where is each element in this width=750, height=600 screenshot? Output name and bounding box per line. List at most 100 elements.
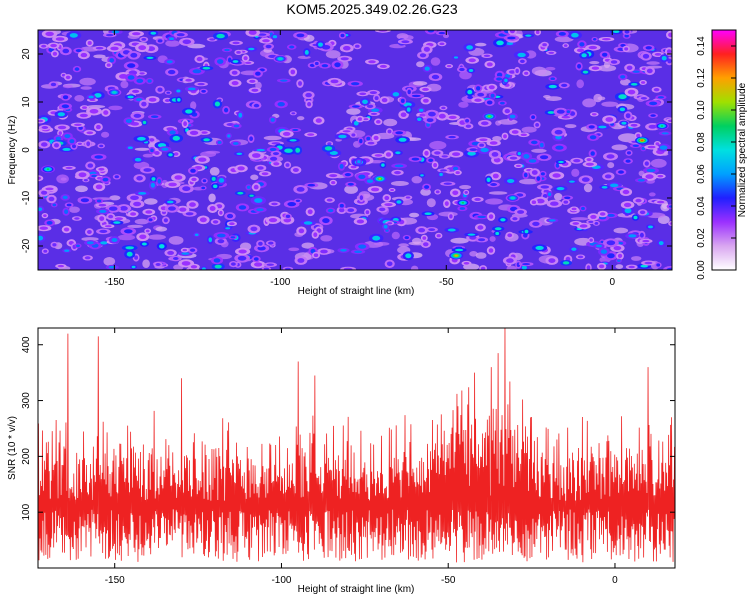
heatmap-blob	[364, 208, 371, 216]
heatmap-blob	[529, 168, 541, 177]
heatmap-blob	[434, 189, 442, 195]
heatmap-blob	[366, 89, 380, 96]
heatmap-blob	[259, 171, 272, 177]
heatmap-blob	[484, 60, 496, 69]
heatmap-blob	[286, 44, 297, 50]
heatmap-low-patch	[297, 55, 311, 60]
heatmap-blob	[148, 180, 157, 190]
heatmap-blob	[59, 146, 75, 153]
heatmap-blob	[95, 202, 110, 208]
heatmap-blob	[359, 97, 371, 106]
heatmap-blob	[51, 141, 62, 150]
heatmap-blob	[199, 88, 208, 94]
heatmap-blob	[577, 40, 587, 49]
heatmap-blob	[38, 225, 52, 232]
heatmap-blob	[96, 228, 111, 235]
heatmap-blob	[289, 128, 302, 132]
heatmap-blob	[588, 237, 595, 244]
heatmap-blob	[282, 266, 294, 270]
heatmap-blob	[481, 53, 493, 58]
heatmap-blob	[148, 146, 156, 154]
heatmap-blob	[477, 142, 486, 149]
heatmap-blob	[235, 203, 250, 212]
heatmap-blob	[133, 174, 146, 183]
heatmap-blob	[77, 196, 93, 204]
heatmap-blob	[305, 207, 315, 217]
heatmap-blob	[261, 266, 272, 270]
heatmap-blob	[286, 138, 300, 143]
heatmap-blob	[96, 208, 110, 215]
heatmap-blob	[60, 194, 70, 201]
heatmap-blob	[610, 30, 623, 35]
heatmap-blob	[340, 266, 356, 270]
heatmap-blob	[361, 117, 371, 122]
heatmap-blob	[435, 30, 448, 36]
heatmap-low-patch	[346, 108, 361, 115]
heatmap-blob	[422, 148, 431, 158]
heatmap-blob	[395, 136, 410, 144]
heatmap-blob	[165, 68, 179, 76]
heatmap-blob	[125, 145, 135, 150]
heatmap-blob	[234, 151, 245, 156]
heatmap-blob	[393, 150, 403, 156]
heatmap-blob	[175, 96, 183, 104]
heatmap-blob	[355, 172, 369, 181]
heatmap-blob	[215, 139, 224, 146]
heatmap-blob	[251, 182, 261, 192]
heatmap-blob	[502, 256, 517, 265]
heatmap-blob	[210, 218, 221, 225]
heatmap-blob	[546, 199, 563, 208]
heatmap-low-patch	[411, 176, 423, 184]
heatmap-low-patch	[613, 227, 629, 234]
heatmap-blob	[579, 205, 587, 212]
heatmap-blob	[245, 184, 252, 191]
heatmap-low-patch	[597, 96, 606, 101]
heatmap-blob	[522, 170, 529, 180]
heatmap-blob	[296, 79, 304, 88]
heatmap-blob	[200, 137, 213, 143]
heatmap-blob	[164, 249, 177, 257]
heatmap-low-patch	[603, 61, 611, 69]
heatmap-blob	[62, 165, 76, 170]
heatmap-low-patch	[297, 116, 305, 121]
heatmap-blob	[130, 111, 145, 120]
heatmap-blob	[514, 66, 521, 75]
heatmap-blob	[252, 69, 263, 78]
heatmap-blob	[364, 140, 378, 146]
heatmap-blob	[182, 77, 195, 83]
heatmap-blob	[38, 124, 51, 131]
heatmap-blob	[666, 30, 672, 39]
heatmap-blob	[41, 30, 58, 38]
heatmap-blob	[615, 258, 622, 263]
heatmap-blob	[586, 219, 596, 224]
heatmap-blob	[623, 111, 633, 121]
heatmap-blob	[139, 241, 149, 247]
heatmap-blob	[586, 123, 598, 130]
heatmap-blob	[339, 44, 354, 53]
heatmap-blob	[201, 178, 208, 184]
heatmap-low-patch	[571, 168, 580, 177]
heatmap-blob	[435, 232, 443, 239]
heatmap-blob	[347, 80, 363, 87]
heatmap-blob	[406, 87, 413, 97]
heatmap-blob	[599, 51, 610, 59]
heatmap-blob	[560, 260, 572, 266]
heatmap-blob	[300, 220, 316, 226]
heatmap-blob	[189, 176, 199, 183]
heatmap-blob	[506, 155, 521, 161]
heatmap-low-patch	[120, 80, 129, 89]
heatmap-blob	[598, 37, 615, 42]
heatmap-blob	[74, 243, 82, 249]
heatmap-blob	[415, 116, 424, 123]
heatmap-low-patch	[93, 54, 106, 59]
heatmap-low-patch	[79, 77, 96, 86]
heatmap-blob	[615, 169, 627, 176]
heatmap-blob	[229, 261, 238, 268]
heatmap-blob	[41, 186, 58, 192]
heatmap-blob	[588, 65, 603, 72]
heatmap-blob	[566, 179, 578, 184]
heatmap-blob	[259, 37, 273, 44]
heatmap-blob	[590, 112, 599, 117]
heatmap-blob	[575, 254, 586, 260]
heatmap-blob	[293, 185, 308, 194]
